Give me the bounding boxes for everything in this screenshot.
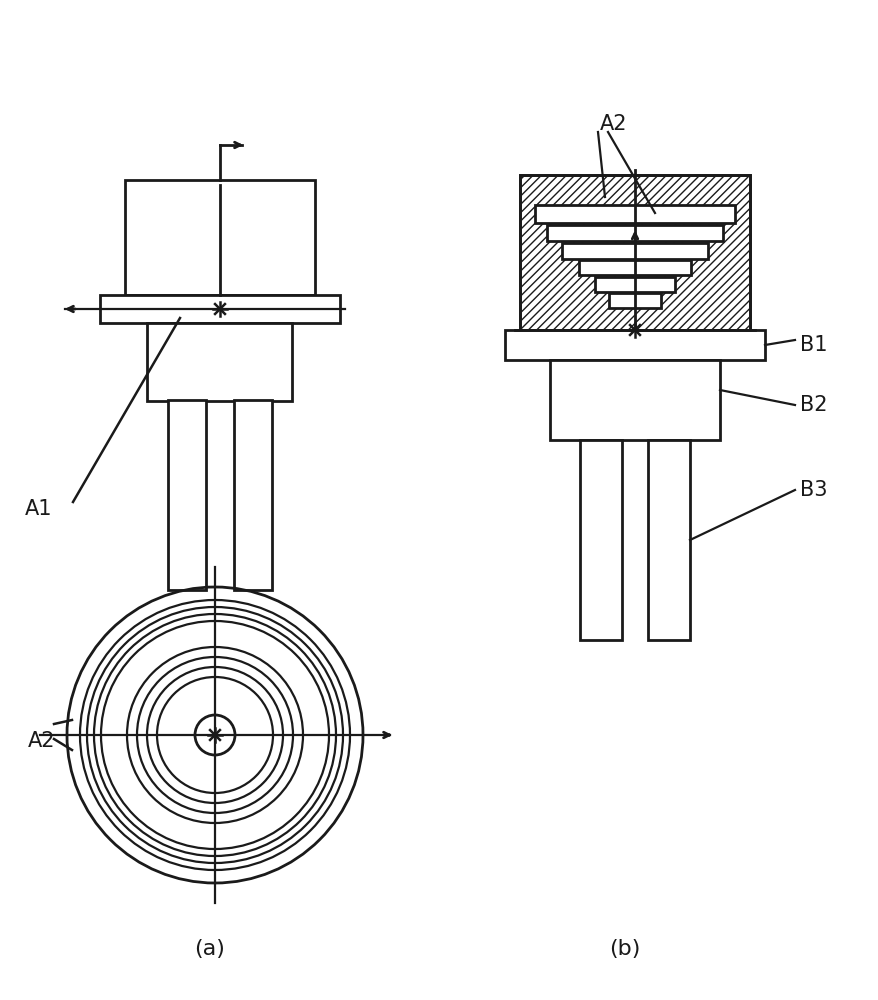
Bar — [579, 440, 622, 640]
Bar — [148, 323, 292, 401]
Bar — [520, 175, 749, 330]
Text: B2: B2 — [799, 395, 826, 415]
Bar — [125, 180, 314, 295]
Text: A1: A1 — [25, 499, 53, 519]
Text: B1: B1 — [799, 335, 826, 355]
Text: (b): (b) — [608, 939, 640, 959]
Bar — [550, 360, 719, 440]
Bar — [608, 293, 660, 308]
Bar — [579, 260, 690, 275]
Bar — [546, 225, 723, 241]
Bar — [561, 243, 707, 259]
Bar — [647, 440, 689, 640]
Text: B3: B3 — [799, 480, 826, 500]
Bar — [100, 295, 340, 323]
Bar — [234, 400, 271, 590]
Bar — [520, 175, 749, 330]
Bar — [505, 330, 764, 360]
Text: (a): (a) — [194, 939, 225, 959]
Bar — [168, 400, 205, 590]
Bar — [594, 277, 674, 292]
Bar — [535, 205, 734, 223]
Text: A2: A2 — [600, 114, 627, 134]
Text: A2: A2 — [28, 731, 55, 751]
